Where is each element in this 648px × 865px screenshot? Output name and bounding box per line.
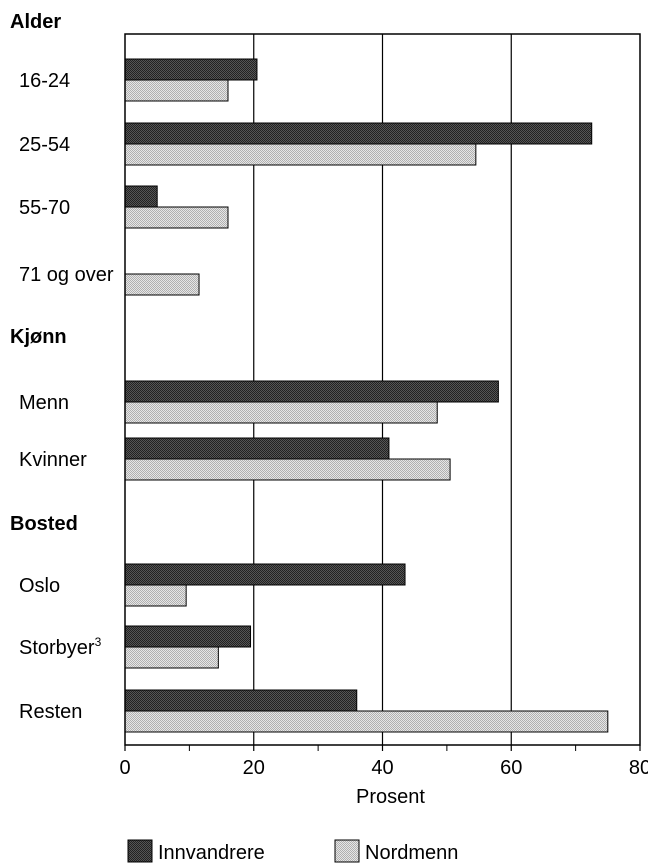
- bar-nordmenn: [124, 710, 609, 733]
- bar-innvandrere: [124, 563, 406, 586]
- legend-label: Innvandrere: [158, 842, 265, 864]
- category-label: 25-54: [19, 134, 70, 156]
- x-tick-label: 20: [243, 757, 265, 779]
- group-heading: Alder: [10, 11, 61, 33]
- x-axis-title: Prosent: [356, 786, 425, 808]
- bar-innvandrere: [124, 185, 158, 208]
- footnote-mark: 3: [95, 635, 102, 649]
- bar-innvandrere: [124, 437, 390, 460]
- x-axis-ticks: 0 20 40 60 80: [119, 745, 648, 779]
- bar-nordmenn: [124, 206, 229, 229]
- bar-nordmenn: [124, 143, 477, 166]
- bar-innvandrere: [124, 58, 258, 81]
- x-tick-label: 60: [500, 757, 522, 779]
- bar-nordmenn: [124, 646, 219, 669]
- x-tick-label: 40: [371, 757, 393, 779]
- category-label: Menn: [19, 392, 69, 414]
- category-label: 55-70: [19, 197, 70, 219]
- legend-label: Nordmenn: [365, 842, 458, 864]
- group-heading: Kjønn: [10, 326, 67, 348]
- bar-nordmenn: [124, 584, 187, 607]
- bars: [124, 58, 609, 733]
- category-label: Resten: [19, 701, 82, 723]
- category-label: Oslo: [19, 575, 60, 597]
- bar-nordmenn: [124, 273, 200, 296]
- bar-innvandrere: [124, 122, 593, 145]
- bar-innvandrere: [124, 380, 499, 403]
- legend-swatch: [127, 839, 153, 863]
- category-label: Storbyer3: [19, 635, 102, 659]
- legend: Innvandrere Nordmenn: [127, 839, 458, 864]
- bar-nordmenn: [124, 401, 438, 424]
- category-label: 71 og over: [19, 264, 114, 286]
- category-label: Kvinner: [19, 449, 87, 471]
- x-tick-label: 80: [629, 757, 648, 779]
- category-labels: Alder 16-24 25-54 55-70 71 og over Kjønn Menn K…: [10, 11, 114, 723]
- bar-nordmenn: [124, 458, 451, 481]
- group-heading: Bosted: [10, 513, 78, 535]
- bar-innvandrere: [124, 625, 252, 648]
- bar-innvandrere: [124, 689, 358, 712]
- legend-swatch: [334, 839, 360, 863]
- bar-nordmenn: [124, 79, 229, 102]
- category-label: 16-24: [19, 70, 70, 92]
- x-tick-label: 0: [119, 757, 130, 779]
